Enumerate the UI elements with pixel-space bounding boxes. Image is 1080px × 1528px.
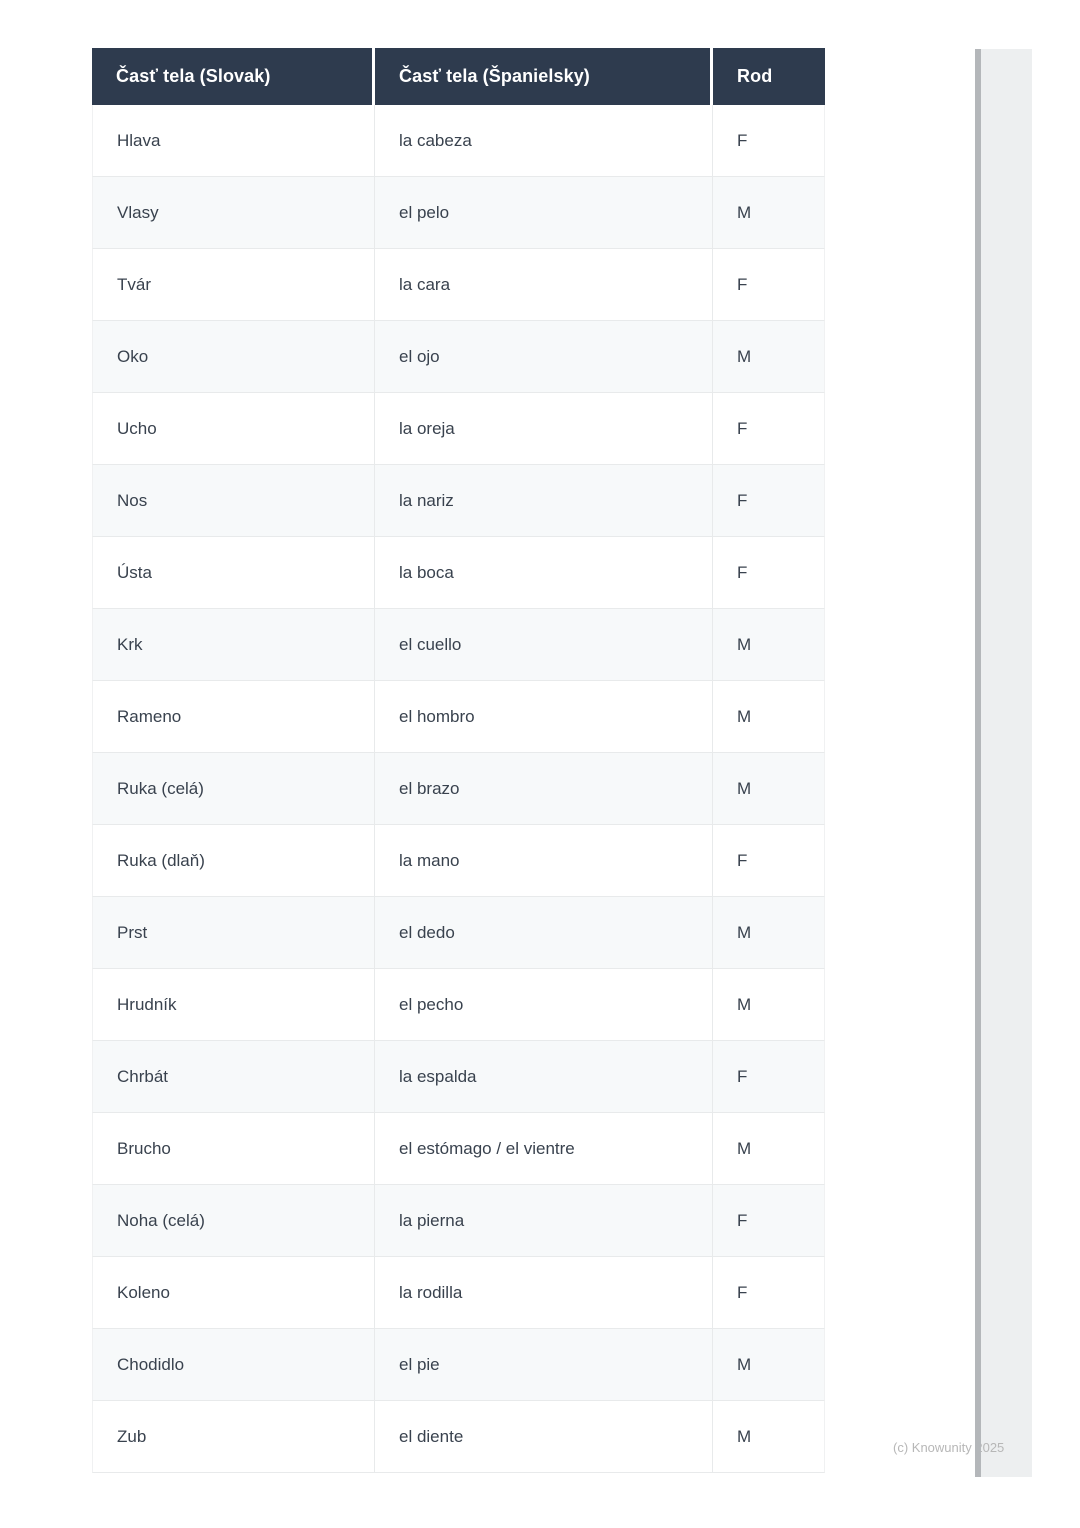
- cell-rod: M: [713, 1113, 825, 1185]
- table-row: Tvár la cara F: [92, 249, 825, 321]
- cell-rod: M: [713, 321, 825, 393]
- table-row: Krk el cuello M: [92, 609, 825, 681]
- table-body: Hlava la cabeza F Vlasy el pelo M Tvár l…: [92, 105, 825, 1473]
- scrollbar-thumb[interactable]: [975, 49, 981, 1477]
- cell-slovak: Ústa: [92, 537, 375, 609]
- cell-slovak: Oko: [92, 321, 375, 393]
- column-header-rod: Rod: [713, 48, 825, 105]
- cell-spanish: el dedo: [375, 897, 713, 969]
- table-row: Brucho el estómago / el vientre M: [92, 1113, 825, 1185]
- table-header: Časť tela (Slovak) Časť tela (Španielsky…: [92, 48, 825, 105]
- cell-spanish: la pierna: [375, 1185, 713, 1257]
- cell-slovak: Tvár: [92, 249, 375, 321]
- cell-slovak: Vlasy: [92, 177, 375, 249]
- cell-slovak: Hlava: [92, 105, 375, 177]
- table-row: Ústa la boca F: [92, 537, 825, 609]
- cell-rod: M: [713, 681, 825, 753]
- cell-slovak: Ruka (celá): [92, 753, 375, 825]
- cell-spanish: la rodilla: [375, 1257, 713, 1329]
- cell-spanish: la mano: [375, 825, 713, 897]
- cell-slovak: Zub: [92, 1401, 375, 1473]
- cell-rod: F: [713, 825, 825, 897]
- cell-rod: F: [713, 1257, 825, 1329]
- table-row: Zub el diente M: [92, 1401, 825, 1473]
- cell-slovak: Prst: [92, 897, 375, 969]
- cell-spanish: el hombro: [375, 681, 713, 753]
- cell-rod: M: [713, 1401, 825, 1473]
- cell-rod: F: [713, 249, 825, 321]
- cell-spanish: la boca: [375, 537, 713, 609]
- table-row: Chodidlo el pie M: [92, 1329, 825, 1401]
- cell-spanish: el pecho: [375, 969, 713, 1041]
- table-row: Rameno el hombro M: [92, 681, 825, 753]
- table-row: Hrudník el pecho M: [92, 969, 825, 1041]
- table-row: Ruka (celá) el brazo M: [92, 753, 825, 825]
- cell-slovak: Krk: [92, 609, 375, 681]
- cell-spanish: el pie: [375, 1329, 713, 1401]
- cell-slovak: Noha (celá): [92, 1185, 375, 1257]
- cell-spanish: el cuello: [375, 609, 713, 681]
- cell-rod: F: [713, 393, 825, 465]
- cell-slovak: Chodidlo: [92, 1329, 375, 1401]
- cell-rod: F: [713, 105, 825, 177]
- cell-slovak: Hrudník: [92, 969, 375, 1041]
- cell-rod: M: [713, 1329, 825, 1401]
- table-row: Hlava la cabeza F: [92, 105, 825, 177]
- cell-slovak: Chrbát: [92, 1041, 375, 1113]
- cell-rod: M: [713, 753, 825, 825]
- table-row: Chrbát la espalda F: [92, 1041, 825, 1113]
- vocab-table-container: Časť tela (Slovak) Časť tela (Španielsky…: [92, 48, 825, 1473]
- cell-slovak: Nos: [92, 465, 375, 537]
- table-row: Prst el dedo M: [92, 897, 825, 969]
- cell-rod: M: [713, 609, 825, 681]
- table-row: Oko el ojo M: [92, 321, 825, 393]
- vocab-table: Časť tela (Slovak) Časť tela (Španielsky…: [92, 48, 825, 1473]
- table-row: Vlasy el pelo M: [92, 177, 825, 249]
- cell-spanish: la cabeza: [375, 105, 713, 177]
- cell-rod: F: [713, 537, 825, 609]
- table-row: Noha (celá) la pierna F: [92, 1185, 825, 1257]
- cell-rod: M: [713, 177, 825, 249]
- cell-spanish: el estómago / el vientre: [375, 1113, 713, 1185]
- cell-spanish: el brazo: [375, 753, 713, 825]
- cell-spanish: la cara: [375, 249, 713, 321]
- cell-rod: M: [713, 897, 825, 969]
- column-header-slovak: Časť tela (Slovak): [92, 48, 375, 105]
- cell-rod: M: [713, 969, 825, 1041]
- cell-rod: F: [713, 1185, 825, 1257]
- cell-slovak: Ucho: [92, 393, 375, 465]
- watermark: (c) Knowunity 2025: [893, 1440, 1005, 1455]
- table-row: Ucho la oreja F: [92, 393, 825, 465]
- cell-rod: F: [713, 1041, 825, 1113]
- cell-spanish: el diente: [375, 1401, 713, 1473]
- cell-slovak: Brucho: [92, 1113, 375, 1185]
- table-row: Nos la nariz F: [92, 465, 825, 537]
- table-row: Ruka (dlaň) la mano F: [92, 825, 825, 897]
- cell-slovak: Rameno: [92, 681, 375, 753]
- cell-spanish: la nariz: [375, 465, 713, 537]
- cell-spanish: el ojo: [375, 321, 713, 393]
- cell-spanish: la oreja: [375, 393, 713, 465]
- column-header-spanish: Časť tela (Španielsky): [375, 48, 713, 105]
- cell-spanish: el pelo: [375, 177, 713, 249]
- scrollbar-track[interactable]: [981, 49, 1032, 1477]
- header-row: Časť tela (Slovak) Časť tela (Španielsky…: [92, 48, 825, 105]
- cell-slovak: Ruka (dlaň): [92, 825, 375, 897]
- cell-slovak: Koleno: [92, 1257, 375, 1329]
- table-row: Koleno la rodilla F: [92, 1257, 825, 1329]
- cell-spanish: la espalda: [375, 1041, 713, 1113]
- cell-rod: F: [713, 465, 825, 537]
